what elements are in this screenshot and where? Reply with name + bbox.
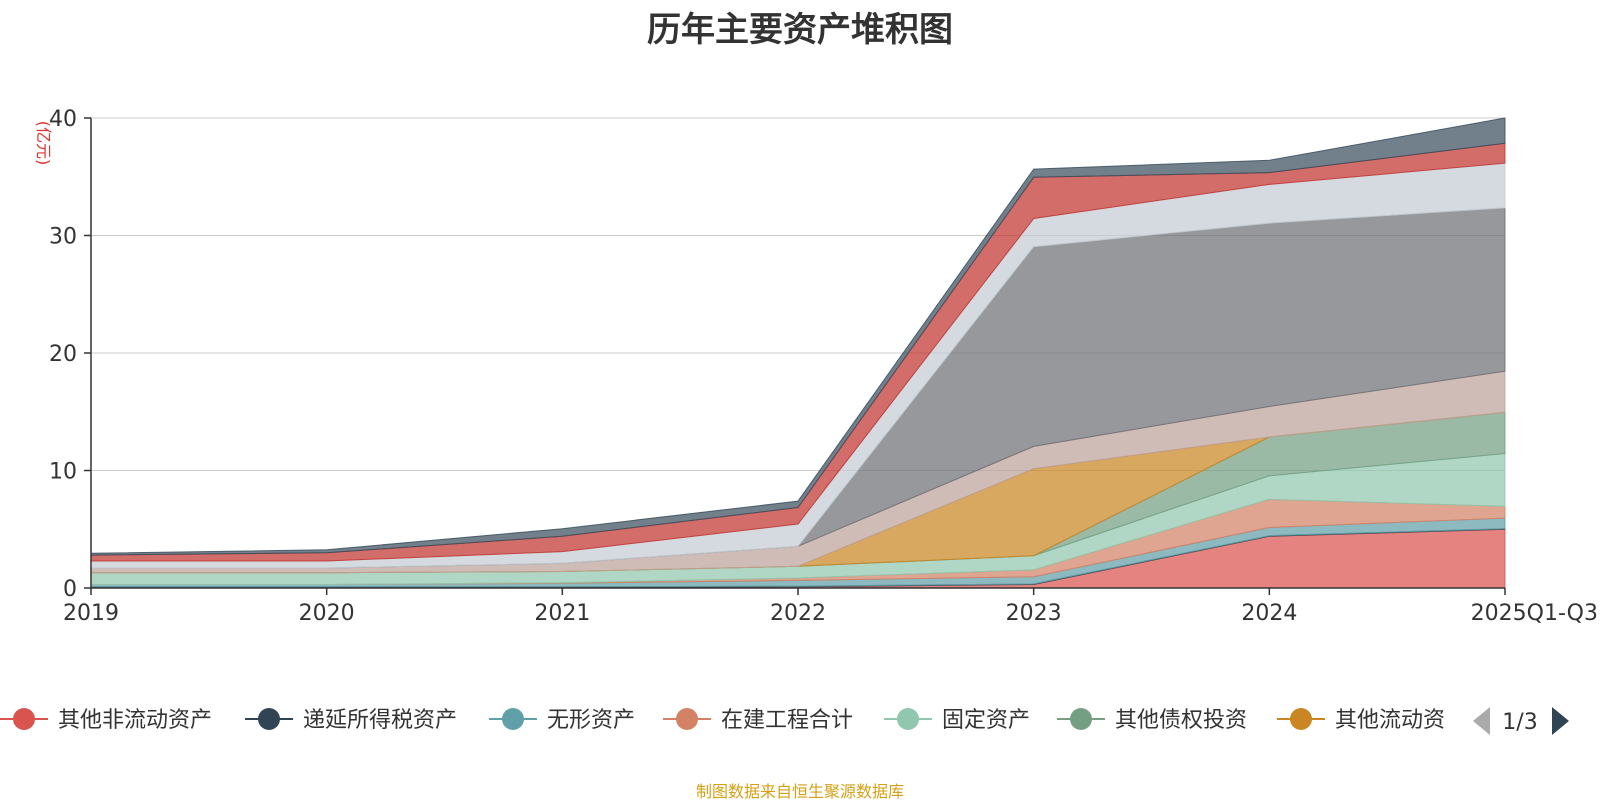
source-note: 制图数据来自恒生聚源数据库: [695, 782, 904, 801]
legend-page-indicator: 1/3: [1502, 710, 1537, 735]
legend-item[interactable]: 递延所得税资产: [245, 708, 457, 733]
x-tick-label: 2019: [63, 601, 119, 626]
legend-item[interactable]: 固定资产: [884, 708, 1030, 733]
legend-item[interactable]: 其他非流动资产: [0, 708, 212, 733]
legend-marker-icon: [1290, 708, 1312, 730]
x-tick-label: 2021: [534, 601, 590, 626]
legend-marker-icon: [258, 708, 280, 730]
legend: 其他非流动资产 递延所得税资产 无形资产 在建工程合计 固定资产 其他债权投资 其他流动资: [0, 708, 1445, 733]
axes: 0 10 20 30 40 2019 2020 2021 2022 2023 2024 2025Q1-…: [49, 107, 1598, 626]
y-tick-label: 40: [49, 107, 77, 132]
legend-next-page-icon[interactable]: [1552, 707, 1569, 735]
x-tick-label: 2020: [299, 601, 355, 626]
legend-label: 其他债权投资: [1115, 708, 1247, 733]
y-tick-label: 0: [63, 577, 77, 602]
legend-marker-icon: [676, 708, 698, 730]
legend-marker-icon: [502, 708, 524, 730]
chart-title: 历年主要资产堆积图: [647, 10, 953, 50]
area-series-其他资产[interactable]: [90, 117, 1506, 556]
legend-item[interactable]: 其他流动资: [1277, 708, 1445, 733]
legend-marker-icon: [897, 708, 919, 730]
y-tick-label: 10: [49, 460, 77, 485]
legend-pager: 1/3: [1473, 707, 1569, 735]
legend-label: 无形资产: [547, 708, 635, 733]
legend-label: 其他非流动资产: [58, 708, 212, 733]
x-tick-label: 2025Q1-Q3: [1471, 601, 1598, 626]
y-tick-label: 30: [49, 225, 77, 250]
x-tick-label: 2024: [1241, 601, 1297, 626]
legend-marker-icon: [1070, 708, 1092, 730]
legend-marker-icon: [13, 708, 35, 730]
legend-item[interactable]: 在建工程合计: [663, 708, 853, 733]
legend-label: 在建工程合计: [721, 708, 853, 733]
x-tick-label: 2023: [1006, 601, 1062, 626]
area-series-group: [90, 117, 1506, 589]
legend-item[interactable]: 无形资产: [489, 708, 635, 733]
x-tick-label: 2022: [770, 601, 826, 626]
y-axis-label: (亿元): [34, 121, 53, 166]
legend-label: 其他流动资: [1335, 708, 1445, 733]
y-tick-label: 20: [49, 342, 77, 367]
legend-item[interactable]: 其他债权投资: [1057, 708, 1247, 733]
legend-label: 递延所得税资产: [303, 708, 457, 733]
legend-label: 固定资产: [942, 708, 1030, 733]
legend-prev-page-icon[interactable]: [1473, 707, 1490, 735]
